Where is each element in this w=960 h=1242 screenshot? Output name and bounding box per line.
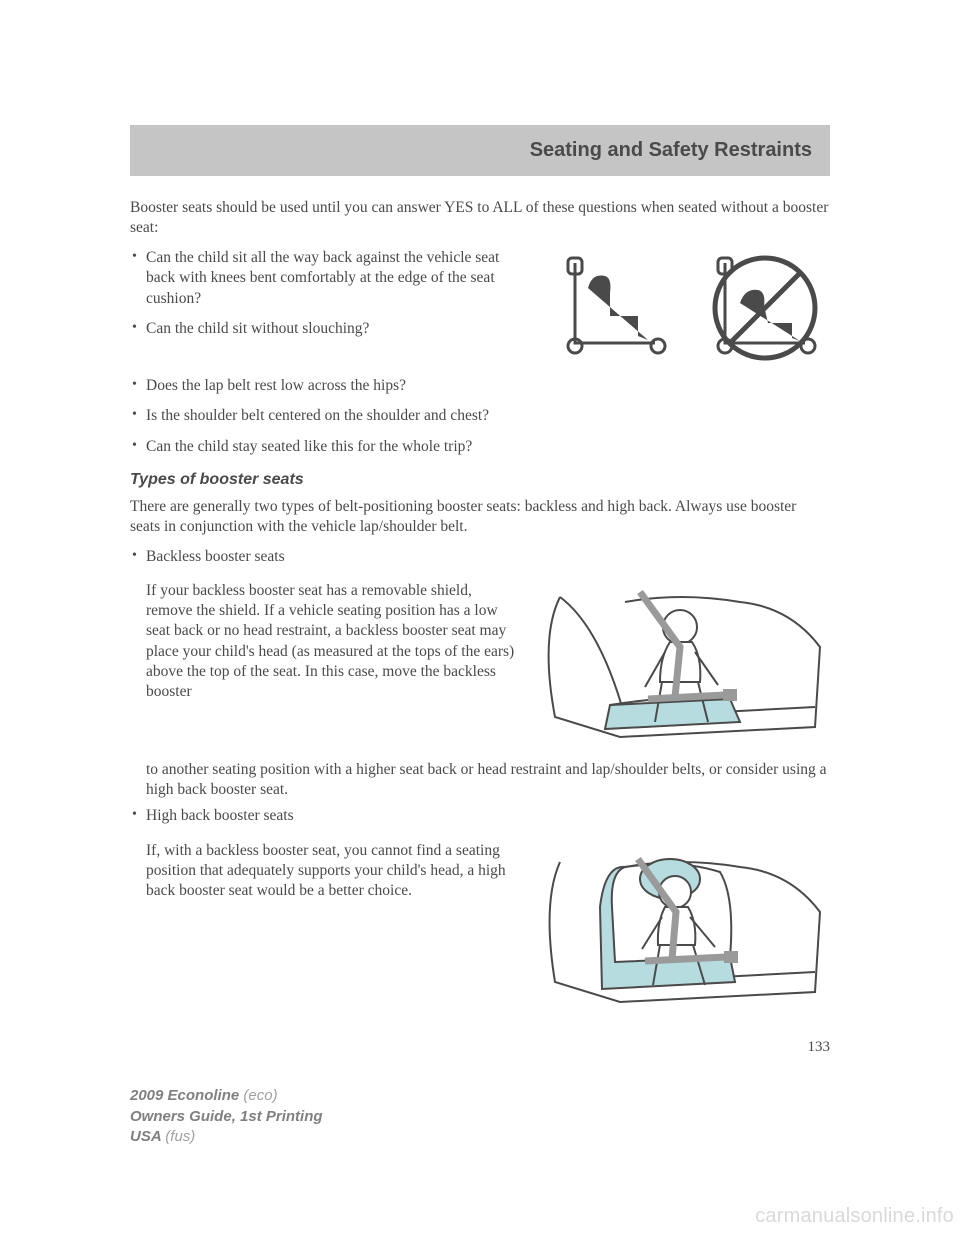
highback-title: High back booster seats: [130, 806, 830, 826]
header-bar: Seating and Safety Restraints: [130, 125, 830, 176]
footer-model: 2009 Econoline: [130, 1087, 243, 1104]
question-3: Does the lap belt rest low across the hi…: [130, 376, 830, 396]
question-list-2: Does the lap belt rest low across the hi…: [130, 376, 830, 456]
question-row-1: Can the child sit all the way back again…: [130, 248, 830, 368]
footer-guide: Owners Guide, 1st Printing: [130, 1108, 323, 1125]
footer-code2: (fus): [165, 1128, 195, 1145]
section-heading: Types of booster seats: [130, 471, 830, 489]
intro-paragraph: Booster seats should be used until you c…: [130, 198, 830, 238]
seat-posture-diagram: [530, 248, 830, 368]
backless-row: If your backless booster seat has a remo…: [130, 577, 830, 752]
footer-block: 2009 Econoline (eco) Owners Guide, 1st P…: [130, 1086, 323, 1147]
header-title: Seating and Safety Restraints: [530, 139, 812, 161]
page-number: 133: [130, 1039, 830, 1056]
footer-code1: (eco): [243, 1087, 277, 1104]
question-1: Can the child sit all the way back again…: [130, 248, 518, 308]
highback-row: If, with a backless booster seat, you ca…: [130, 837, 830, 1017]
footer-region: USA: [130, 1128, 165, 1145]
watermark-text: carmanualsonline.info: [755, 1205, 954, 1228]
backless-booster-diagram: [530, 577, 830, 752]
question-5: Can the child stay seated like this for …: [130, 437, 830, 457]
document-page: Seating and Safety Restraints Booster se…: [0, 0, 960, 1056]
backless-title: Backless booster seats: [130, 547, 830, 567]
backless-cont: to another seating position with a highe…: [130, 760, 830, 800]
section-intro: There are generally two types of belt-po…: [130, 497, 830, 537]
backless-body: If your backless booster seat has a remo…: [130, 581, 518, 702]
question-4: Is the shoulder belt centered on the sho…: [130, 406, 830, 426]
question-2: Can the child sit without slouching?: [130, 319, 518, 339]
highback-body: If, with a backless booster seat, you ca…: [130, 841, 518, 901]
highback-booster-diagram: [530, 837, 830, 1017]
